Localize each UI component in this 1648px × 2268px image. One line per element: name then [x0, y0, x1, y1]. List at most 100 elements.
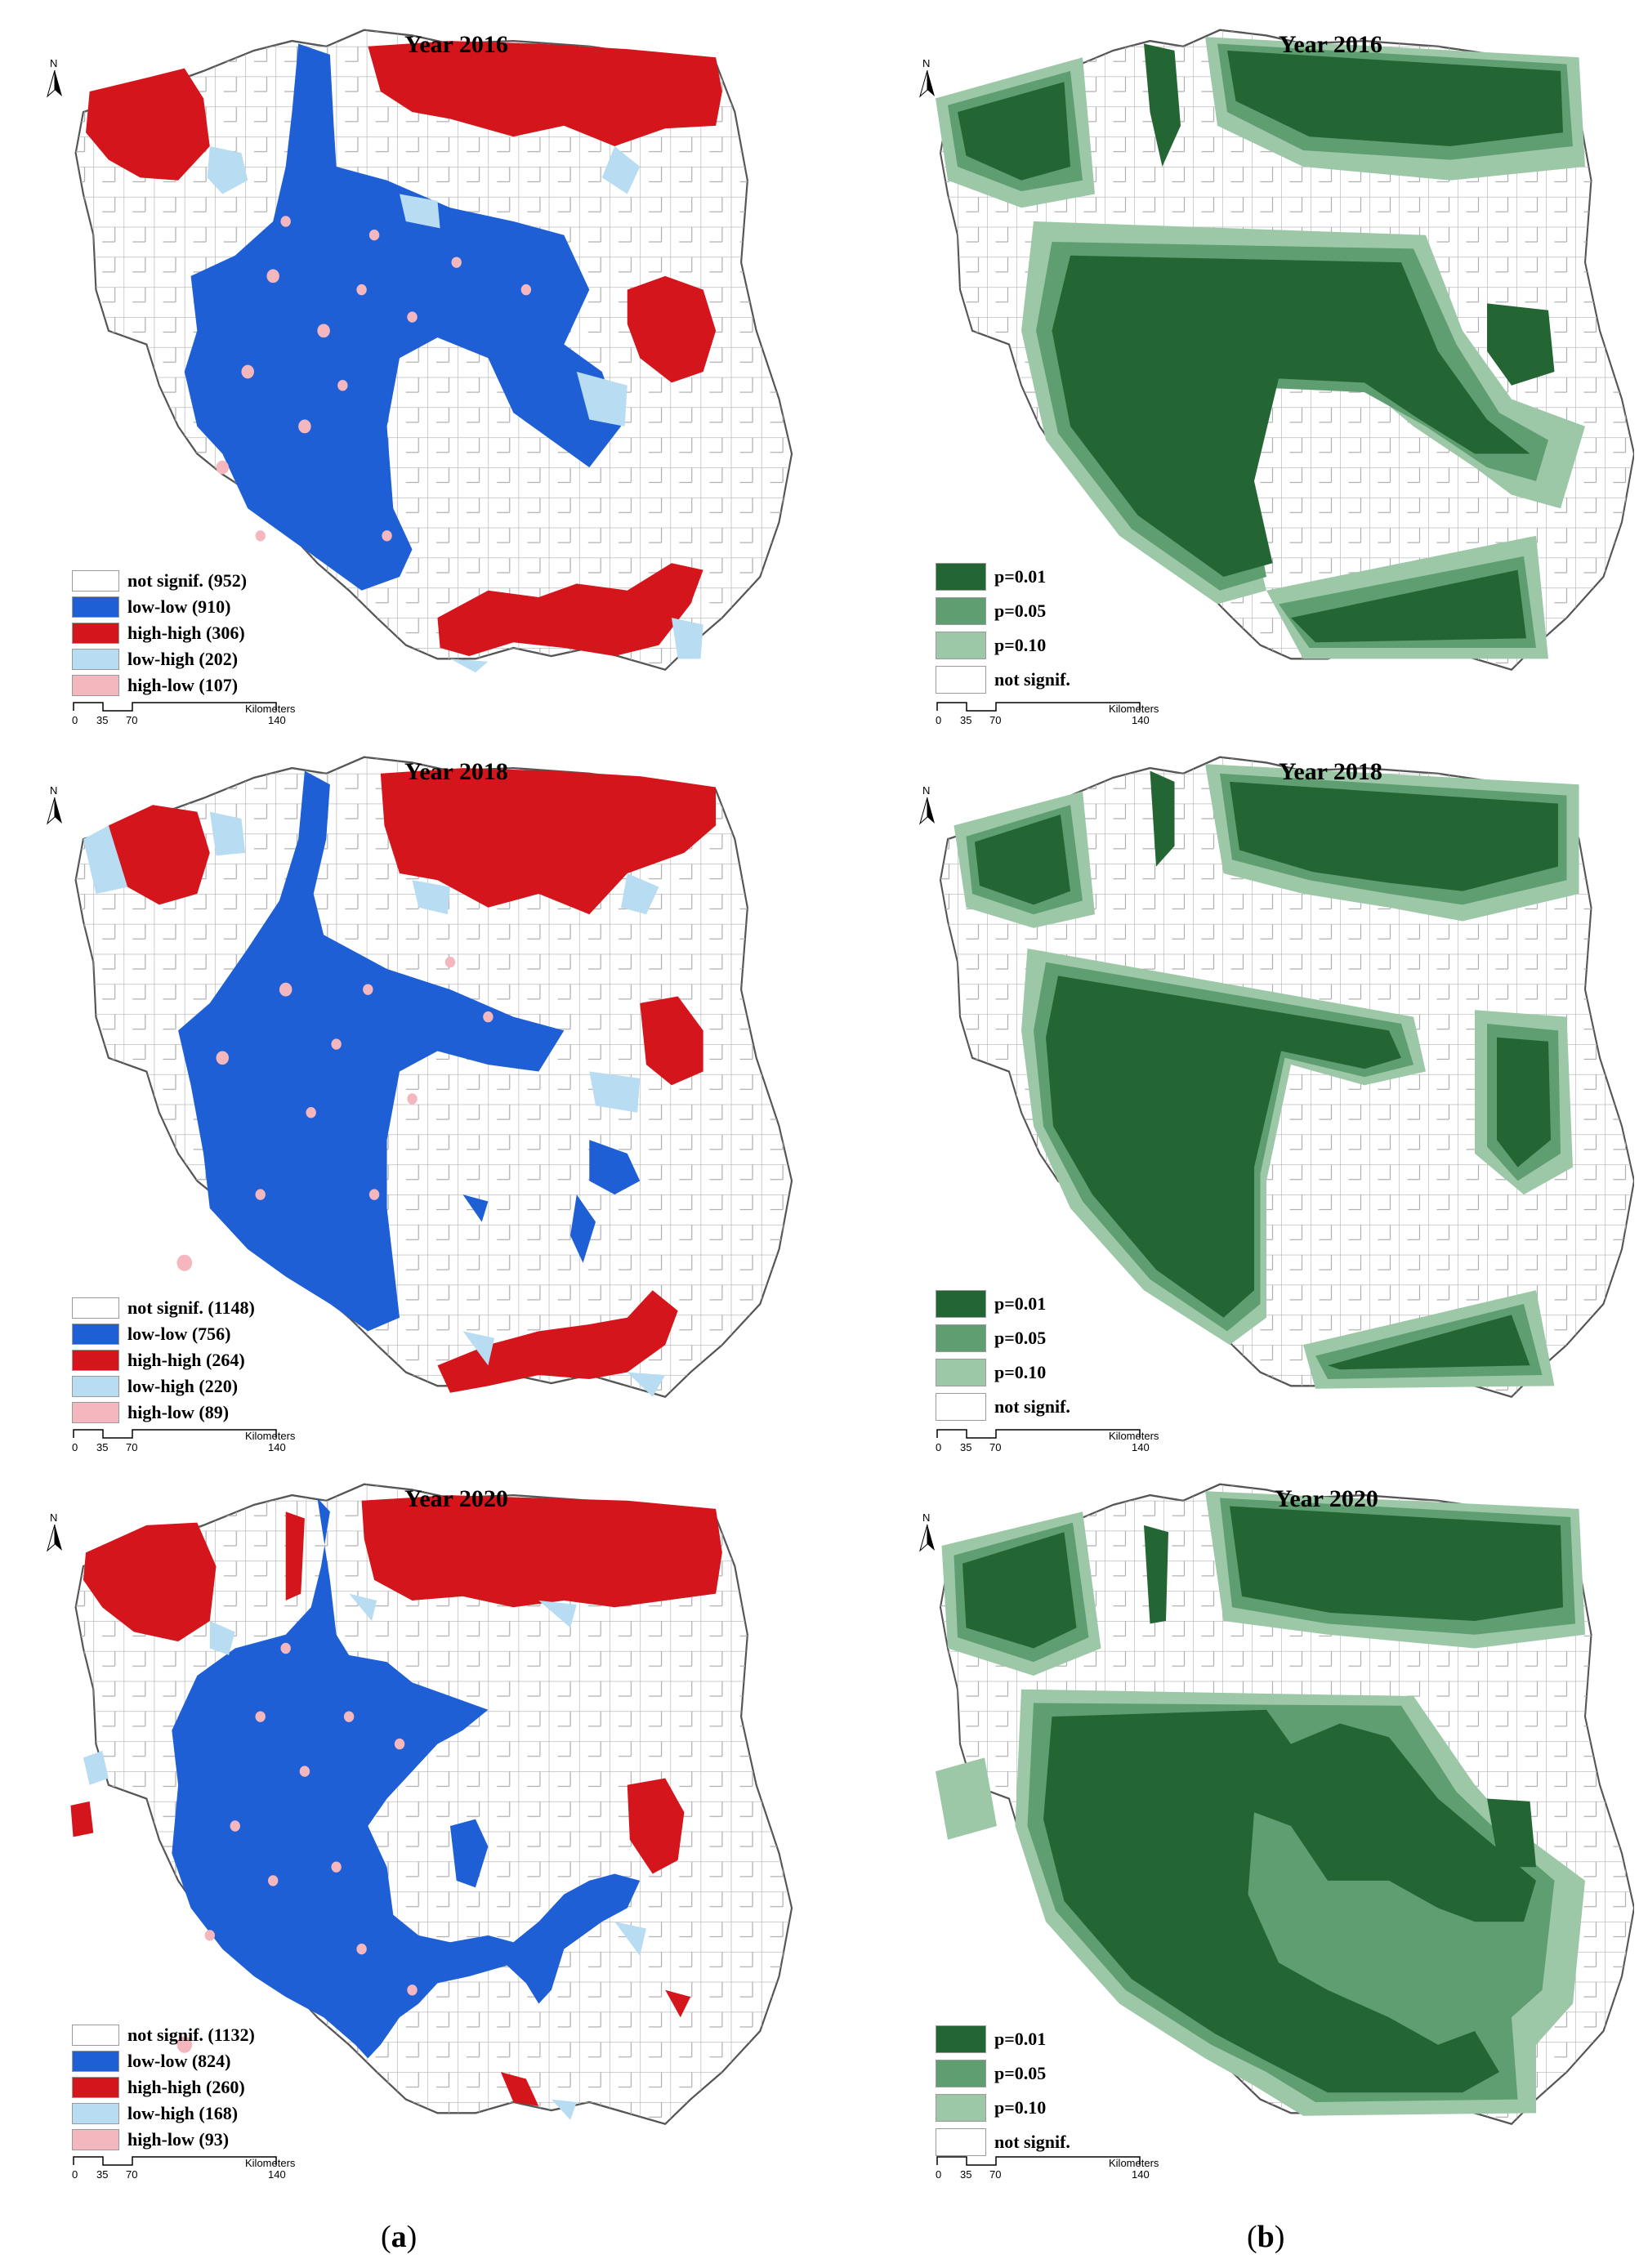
legend: p=0.01 p=0.05 p=0.10 not signif.: [936, 2022, 1070, 2159]
svg-text:N: N: [922, 784, 930, 797]
scale-unit: Kilometers: [1109, 2157, 1159, 2169]
scale-unit: Kilometers: [245, 1430, 296, 1442]
legend-item: p=0.05: [936, 2056, 1070, 2091]
legend-item: p=0.10: [936, 1355, 1070, 1390]
lisa-map-2018: Year 2018 N not signif. (1148) low-low (…: [33, 743, 817, 1454]
high-high-north-west: [83, 1522, 217, 1642]
high-high-north-east: [368, 41, 722, 146]
legend-item: low-low (910): [72, 594, 247, 620]
legend-item: p=0.01: [936, 560, 1070, 594]
legend-item: high-low (93): [72, 2127, 255, 2153]
scale-bar: [72, 1428, 301, 1442]
p001-zones: [958, 43, 1563, 643]
high-low-patches: [176, 957, 494, 1271]
map-title: Year 2016: [404, 31, 508, 58]
legend-item: high-low (107): [72, 672, 247, 699]
scale-unit: Kilometers: [1109, 1430, 1159, 1442]
north-arrow-icon: N: [917, 57, 938, 104]
legend-item: not signif. (1132): [72, 2022, 255, 2048]
scale-unit: Kilometers: [245, 2157, 296, 2169]
legend-item: high-high (306): [72, 620, 247, 646]
low-low-west-central: [178, 770, 641, 1332]
low-low-west-central: [184, 43, 621, 591]
north-arrow-icon: N: [44, 1511, 65, 1558]
p001-zones: [962, 1506, 1563, 2093]
scale-unit: Kilometers: [1109, 703, 1159, 715]
high-high-east: [627, 275, 717, 383]
p001-zones: [975, 770, 1558, 1370]
high-high-south: [437, 1290, 678, 1393]
caption-b: (b): [1247, 2220, 1285, 2254]
high-high-south: [437, 563, 703, 656]
legend-item: not signif.: [936, 2125, 1070, 2159]
significance-map-2016: Year 2016 N p=0.01 p=0.05 p=0.10 not sig…: [899, 16, 1634, 727]
legend-item: p=0.05: [936, 1321, 1070, 1355]
legend: not signif. (1132) low-low (824) high-hi…: [72, 2022, 255, 2153]
scale-bar: [72, 2155, 301, 2169]
legend-item: not signif. (1148): [72, 1295, 255, 1321]
lisa-map-2016-graphic: [74, 29, 793, 673]
legend-item: p=0.01: [936, 2022, 1070, 2056]
high-high-south: [500, 1989, 691, 2106]
legend: p=0.01 p=0.05 p=0.10 not signif.: [936, 1287, 1070, 1424]
legend-item: p=0.10: [936, 2091, 1070, 2125]
legend-item: low-high (220): [72, 1373, 255, 1400]
scale-bar: [936, 1428, 1164, 1442]
map-title: Year 2018: [404, 758, 508, 785]
legend-item: low-high (168): [72, 2101, 255, 2127]
caption-a: (a): [381, 2220, 418, 2254]
svg-text:N: N: [922, 57, 930, 69]
legend-item: high-high (264): [72, 1347, 255, 1373]
high-high-north-east: [361, 1495, 722, 1608]
lisa-map-2018-graphic: [74, 756, 793, 1398]
high-low-patches: [176, 1642, 418, 2053]
legend-item: not signif.: [936, 1390, 1070, 1424]
map-title: Year 2016: [1279, 31, 1382, 58]
svg-text:N: N: [50, 57, 57, 69]
significance-map-2018-graphic: [939, 756, 1634, 1398]
legend-item: low-low (824): [72, 2048, 255, 2074]
significance-map-2020: Year 2020 N p=0.01 p=0.05 p=0.10 not sig…: [899, 1471, 1634, 2181]
svg-text:N: N: [922, 1511, 930, 1524]
scale-bar: [936, 701, 1164, 715]
lisa-map-2020-graphic: [70, 1483, 793, 2125]
north-arrow-icon: N: [917, 1511, 938, 1558]
low-high-patches: [207, 145, 703, 673]
high-high-east: [640, 996, 703, 1086]
high-high-east: [627, 1778, 685, 1874]
high-high-north-east: [380, 768, 717, 915]
high-low-patches: [216, 216, 532, 542]
low-low-west-central: [172, 1498, 641, 2059]
high-high-north-west: [108, 805, 210, 905]
legend: not signif. (1148) low-low (756) high-hi…: [72, 1295, 255, 1426]
legend-item: not signif.: [936, 663, 1070, 697]
significance-map-2020-graphic: [936, 1483, 1634, 2125]
map-title: Year 2018: [1279, 758, 1382, 785]
legend-item: high-high (260): [72, 2074, 255, 2101]
lisa-map-2020: Year 2020 N not signif. (1132) low-low (…: [33, 1471, 817, 2181]
legend-item: p=0.10: [936, 628, 1070, 663]
map-title: Year 2020: [1275, 1485, 1378, 1512]
scale-bar: [936, 2155, 1164, 2169]
legend-item: low-low (756): [72, 1321, 255, 1347]
legend: p=0.01 p=0.05 p=0.10 not signif.: [936, 560, 1070, 697]
legend-item: p=0.01: [936, 1287, 1070, 1321]
significance-map-2018: Year 2018 N p=0.01 p=0.05 p=0.10 not sig…: [899, 743, 1634, 1454]
scale-bar: [72, 701, 301, 715]
low-high-west: [70, 1801, 94, 1837]
svg-text:N: N: [50, 784, 57, 797]
high-high-north-central: [285, 1511, 305, 1601]
scale-unit: Kilometers: [245, 703, 296, 715]
north-arrow-icon: N: [917, 784, 938, 831]
legend-item: high-low (89): [72, 1400, 255, 1426]
svg-text:N: N: [50, 1511, 57, 1524]
legend-item: low-high (202): [72, 646, 247, 672]
significance-map-2016-graphic: [936, 29, 1634, 671]
legend: not signif. (952) low-low (910) high-hig…: [72, 568, 247, 699]
map-title: Year 2020: [404, 1485, 508, 1512]
lisa-map-2016: Year 2016 N not signif. (952) low-low (9…: [33, 16, 817, 727]
legend-item: p=0.05: [936, 594, 1070, 628]
north-arrow-icon: N: [44, 57, 65, 104]
north-arrow-icon: N: [44, 784, 65, 831]
high-high-north-west: [86, 68, 210, 181]
